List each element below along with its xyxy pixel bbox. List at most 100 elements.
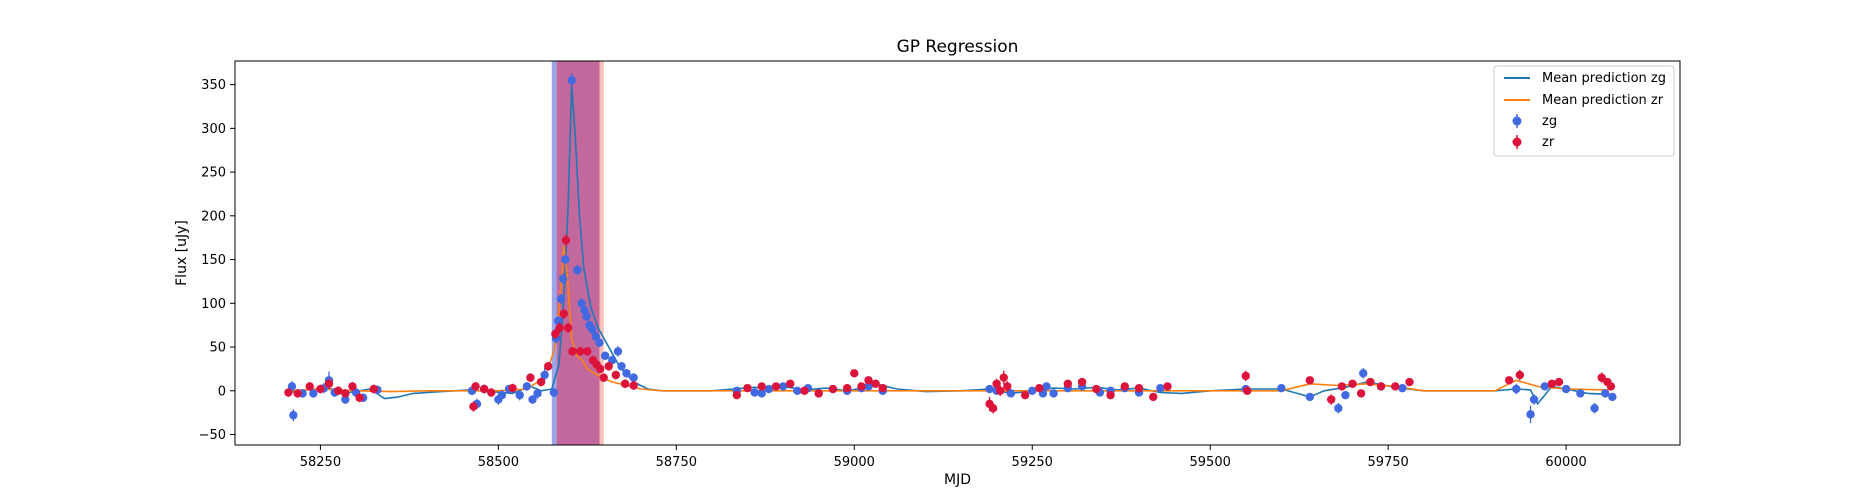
zg-point xyxy=(1590,404,1599,413)
zg-point xyxy=(595,338,604,347)
legend-swatch-zg xyxy=(1512,116,1522,126)
zr-point xyxy=(857,382,866,391)
x-tick-label: 59750 xyxy=(1367,455,1408,470)
x-axis-label: MJD xyxy=(944,472,971,488)
zg-point xyxy=(629,373,638,382)
legend-label-zr: zr xyxy=(1542,135,1555,150)
zg-point xyxy=(567,76,576,85)
zr-point xyxy=(334,386,343,395)
zr-point xyxy=(1327,395,1336,404)
zr-point xyxy=(828,384,838,394)
zr-point xyxy=(1504,376,1514,385)
legend: Mean prediction zg Mean prediction zr zg… xyxy=(1493,65,1675,157)
x-tick-label: 58250 xyxy=(300,455,341,470)
zg-point xyxy=(793,386,802,395)
zr-point xyxy=(536,377,546,387)
legend-swatch-zr xyxy=(1512,137,1522,147)
zr-point xyxy=(620,379,630,388)
y-tick-label: 50 xyxy=(209,341,226,356)
zg-point xyxy=(985,384,994,394)
zg-point xyxy=(750,388,759,397)
zr-point xyxy=(1092,384,1101,394)
zr-point xyxy=(1134,383,1144,393)
zr-point xyxy=(743,383,752,393)
zr-point xyxy=(992,379,1001,388)
zr-point xyxy=(611,370,621,380)
zg-point xyxy=(522,382,532,391)
zg-point xyxy=(1561,384,1571,394)
zg-point xyxy=(1540,382,1549,391)
zr-point xyxy=(1243,386,1252,395)
x-tick-label: 58750 xyxy=(656,455,697,470)
zg-point xyxy=(515,390,524,400)
zg-point xyxy=(582,312,591,321)
zg-point xyxy=(1512,384,1521,394)
zg-point xyxy=(558,274,568,284)
y-axis: −50 0 50 100 150 200 250 300 350 xyxy=(199,78,235,443)
zg-point xyxy=(528,395,537,404)
y-tick-label: 0 xyxy=(218,384,226,399)
zr-point xyxy=(479,384,489,394)
zr-point xyxy=(814,389,823,398)
shaded-regions xyxy=(551,61,604,445)
zg-point xyxy=(1529,395,1539,404)
y-tick-label: 250 xyxy=(201,166,226,181)
y-tick-label: 100 xyxy=(201,297,226,312)
zg-point xyxy=(1601,389,1610,398)
zr-point xyxy=(1003,382,1012,391)
zr-point xyxy=(544,362,553,371)
zg-point xyxy=(1398,383,1407,393)
zr-point xyxy=(583,347,592,356)
zr-point xyxy=(999,373,1008,382)
zr-point xyxy=(1391,382,1400,391)
zr-point xyxy=(800,386,809,395)
zg-point xyxy=(287,382,297,391)
zr-point xyxy=(1241,371,1250,381)
y-tick-label: 150 xyxy=(201,253,226,268)
zr-point xyxy=(1305,376,1315,385)
zg-point xyxy=(556,294,566,304)
zr-point xyxy=(599,373,608,382)
zr-point xyxy=(1120,382,1129,391)
legend-box xyxy=(1493,65,1675,157)
zr-point xyxy=(526,373,535,382)
x-tick-label: 59250 xyxy=(1012,455,1053,470)
zg-point xyxy=(1042,382,1051,391)
zr-point xyxy=(563,323,573,332)
x-tick-label: 59500 xyxy=(1190,455,1231,470)
x-tick-label: 59000 xyxy=(834,455,875,470)
zr-point xyxy=(293,389,302,398)
y-tick-label: 350 xyxy=(201,78,226,93)
legend-label-zg: zg xyxy=(1542,114,1557,129)
zr-point xyxy=(1606,382,1616,391)
zg-point xyxy=(613,347,623,356)
zr-point xyxy=(508,383,517,393)
zr-point xyxy=(864,376,873,385)
zr-point xyxy=(595,364,605,374)
zr-point xyxy=(1077,377,1087,387)
zg-point xyxy=(591,332,601,341)
zr-point xyxy=(988,404,998,413)
zr-point xyxy=(555,323,564,332)
zr-point xyxy=(757,382,766,391)
zg-point xyxy=(309,389,318,398)
zg-point xyxy=(1334,404,1343,413)
data-points xyxy=(284,73,1617,424)
zr-point xyxy=(629,381,638,390)
zr-point xyxy=(324,379,334,388)
zr-point xyxy=(1035,383,1044,393)
zr-point xyxy=(1106,390,1115,400)
zr-point xyxy=(771,382,781,391)
zg-point xyxy=(1305,392,1315,402)
zg-point xyxy=(600,351,610,360)
zr-point xyxy=(341,389,350,398)
zr-point xyxy=(1547,379,1557,388)
zg-point xyxy=(1576,389,1585,398)
zg-point xyxy=(533,389,542,398)
zr-point xyxy=(348,382,357,391)
zr-point xyxy=(871,379,880,388)
zr-point xyxy=(469,402,478,411)
zg-point xyxy=(573,265,582,275)
plot-frame xyxy=(234,60,1681,446)
